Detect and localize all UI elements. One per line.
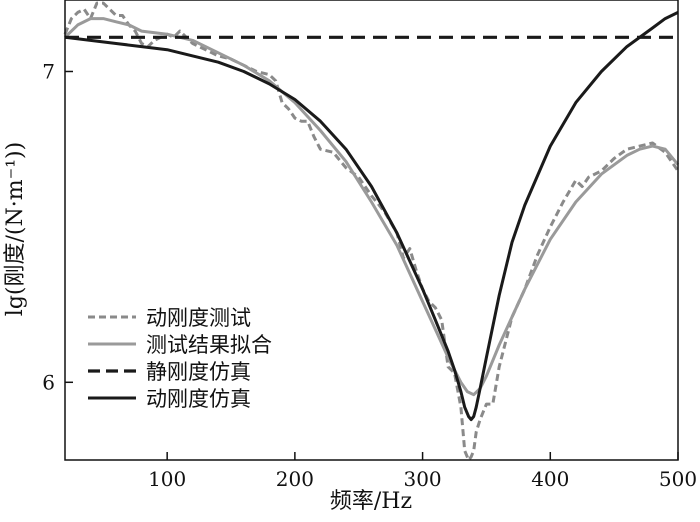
series-line-4 <box>64 11 679 422</box>
x-tick-label: 100 <box>148 467 186 491</box>
legend-label-1: 动刚度测试 <box>146 306 251 330</box>
y-axis-label: lg(刚度/(N·m⁻¹)) <box>3 142 28 316</box>
y-tick-label: 7 <box>42 59 55 83</box>
x-tick-label: 300 <box>403 467 441 491</box>
series-line-2 <box>63 17 680 397</box>
legend-label-4: 动刚度仿真 <box>146 387 251 411</box>
x-tick-label: 500 <box>659 467 697 491</box>
plot-frame <box>64 0 679 461</box>
x-tick-label: 400 <box>531 467 569 491</box>
x-axis-label: 频率/Hz <box>330 489 412 514</box>
axis-ticks: 100 200 300 400 500 6 7 <box>42 59 697 491</box>
y-tick-label: 6 <box>42 370 55 394</box>
plot-lines <box>63 1 680 462</box>
legend-label-3: 静刚度仿真 <box>146 360 251 384</box>
legend-label-2: 测试结果拟合 <box>146 333 272 357</box>
x-tick-label: 200 <box>276 467 314 491</box>
